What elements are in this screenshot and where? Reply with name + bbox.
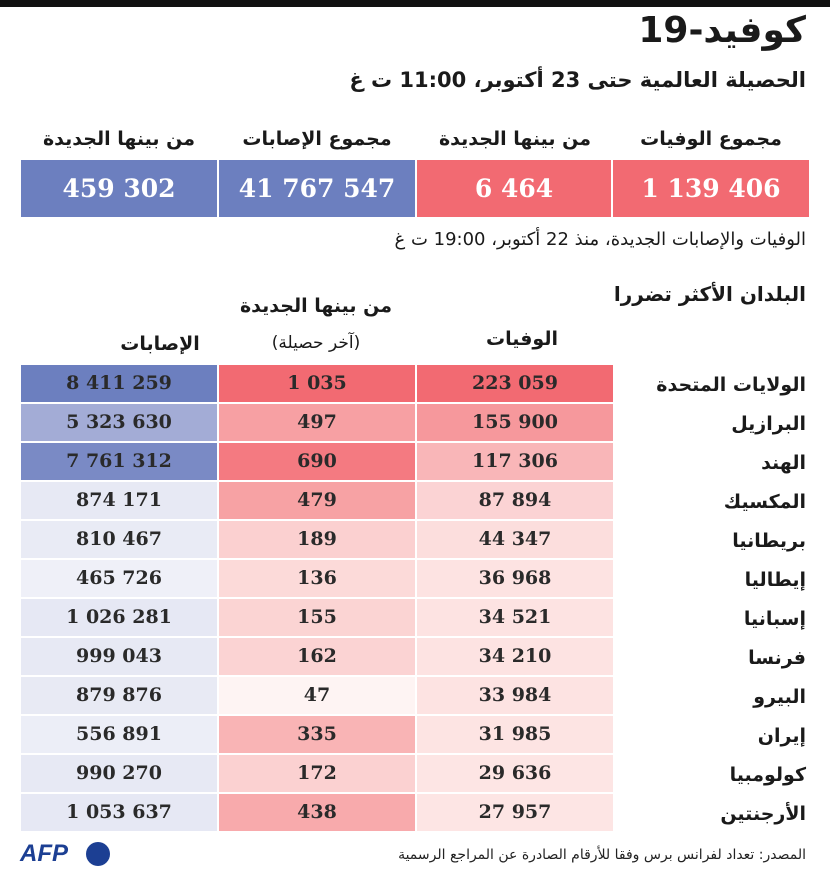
cell-new-deaths: 172 [219, 755, 415, 792]
source-note: المصدر: تعداد لفرانس برس وفقا للأرقام ال… [398, 847, 806, 863]
cell-cases: 465 726 [21, 560, 217, 597]
country-name: الأرجنتين [720, 803, 806, 825]
cell-deaths: 29 636 [417, 755, 613, 792]
summary-total-deaths: 1 139 406 [613, 160, 809, 217]
cell-deaths: 34 521 [417, 599, 613, 636]
country-name: كولومبيا [729, 764, 806, 786]
cell-deaths: 155 900 [417, 404, 613, 441]
cell-new-deaths: 47 [219, 677, 415, 714]
cell-cases: 879 876 [21, 677, 217, 714]
country-name: المكسيك [723, 491, 806, 513]
column-header-new: من بينها الجديدة [239, 295, 393, 317]
cell-deaths: 44 347 [417, 521, 613, 558]
cell-cases: 990 270 [21, 755, 217, 792]
summary-total-cases: 41 767 547 [219, 160, 415, 217]
cell-new-deaths: 497 [219, 404, 415, 441]
summary-new-cases: 459 302 [21, 160, 217, 217]
cell-deaths: 87 894 [417, 482, 613, 519]
cell-deaths: 223 059 [417, 365, 613, 402]
country-name: البرازيل [731, 413, 806, 435]
country-name: إسبانيا [743, 608, 806, 630]
afp-logo-dot [86, 842, 110, 866]
column-subheader-latest: (آخر حصيلة) [271, 333, 361, 353]
cell-deaths: 33 984 [417, 677, 613, 714]
country-name: إيطاليا [744, 569, 806, 591]
top-bar [0, 0, 830, 7]
cell-cases: 8 411 259 [21, 365, 217, 402]
cell-new-deaths: 162 [219, 638, 415, 675]
country-name: الهند [761, 452, 806, 474]
country-name: الولايات المتحدة [656, 374, 806, 396]
since-note: الوفيات والإصابات الجديدة، منذ 22 أكتوبر… [394, 229, 807, 250]
cell-new-deaths: 479 [219, 482, 415, 519]
cell-new-deaths: 335 [219, 716, 415, 753]
cell-new-deaths: 189 [219, 521, 415, 558]
cell-deaths: 36 968 [417, 560, 613, 597]
cell-deaths: 34 210 [417, 638, 613, 675]
cell-deaths: 27 957 [417, 794, 613, 831]
cell-new-deaths: 155 [219, 599, 415, 636]
cell-new-deaths: 1 035 [219, 365, 415, 402]
cell-cases: 7 761 312 [21, 443, 217, 480]
country-name: بريطانيا [732, 530, 806, 552]
cell-deaths: 31 985 [417, 716, 613, 753]
column-header-cases: الإصابات [120, 333, 200, 355]
cell-cases: 874 171 [21, 482, 217, 519]
cell-deaths: 117 306 [417, 443, 613, 480]
column-header-deaths: الوفيات [486, 328, 558, 350]
afp-logo: AFP [20, 840, 68, 867]
cell-new-deaths: 690 [219, 443, 415, 480]
summary-label-total-deaths: مجموع الوفيات [640, 128, 782, 150]
country-name: فرنسا [748, 647, 806, 669]
summary-new-deaths: 6 464 [417, 160, 611, 217]
summary-label-new-cases: من بينها الجديدة [42, 128, 196, 150]
page-title: كوفيد-19 [638, 10, 806, 51]
summary-label-total-cases: مجموع الإصابات [242, 128, 392, 150]
page-subtitle: الحصيلة العالمية حتى 23 أكتوبر، 11:00 ت … [349, 68, 806, 92]
cell-cases: 810 467 [21, 521, 217, 558]
cell-new-deaths: 438 [219, 794, 415, 831]
cell-new-deaths: 136 [219, 560, 415, 597]
cell-cases: 556 891 [21, 716, 217, 753]
cell-cases: 5 323 630 [21, 404, 217, 441]
country-name: البيرو [753, 686, 806, 708]
summary-label-new-deaths: من بينها الجديدة [438, 128, 592, 150]
cell-cases: 1 026 281 [21, 599, 217, 636]
cell-cases: 999 043 [21, 638, 217, 675]
countries-heading: البلدان الأكثر تضررا [613, 282, 806, 306]
country-name: إيران [757, 725, 806, 747]
cell-cases: 1 053 637 [21, 794, 217, 831]
